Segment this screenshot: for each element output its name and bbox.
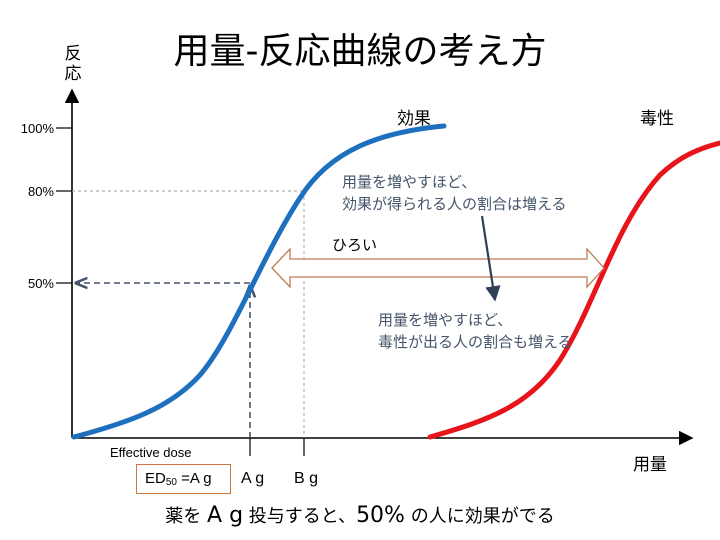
ed50-subscript: 50	[165, 477, 177, 488]
toxicity-curve-label: 毒性	[640, 109, 674, 129]
effect-note: 用量を増やすほど、 効果が得られる人の割合は増える	[342, 173, 567, 213]
footer-part-4: 50%	[356, 503, 405, 528]
footer-part-5: の人に効果がでる	[404, 506, 555, 527]
toxicity-note: 用量を増やすほど、 毒性が出る人の割合も増える	[378, 311, 573, 351]
ed50-prefix: ED	[145, 470, 166, 487]
footer-part-1: 薬を	[165, 506, 208, 527]
dose-b-label: B g	[294, 470, 319, 487]
footer-part-2: A g	[207, 503, 244, 528]
ed50-box: ED50 =A g	[136, 464, 231, 494]
y-tick-label-50: 50%	[27, 276, 54, 291]
y-axis-label: 反応	[64, 44, 82, 84]
toxicity-curve	[427, 140, 720, 440]
y-tick-label-100: 100%	[20, 121, 54, 136]
footer-caption: 薬を A g 投与すると、50% の人に効果がでる	[0, 502, 720, 528]
note-connector-arrow	[480, 215, 501, 302]
wide-range-arrow	[271, 247, 605, 289]
x-axis-label: 用量	[633, 455, 667, 475]
effect-curve-label: 効果	[397, 109, 431, 129]
ed50-suffix: =A g	[176, 470, 212, 487]
y-tick-label-80: 80%	[27, 184, 54, 199]
dose-a-label: A g	[241, 470, 265, 487]
wide-range-label: ひろい	[332, 236, 378, 254]
page-title: 用量-反応曲線の考え方	[173, 31, 547, 72]
effective-dose-label: Effective dose	[110, 445, 192, 460]
effect-curve	[71, 123, 447, 440]
footer-part-3: 投与すると、	[243, 506, 357, 527]
